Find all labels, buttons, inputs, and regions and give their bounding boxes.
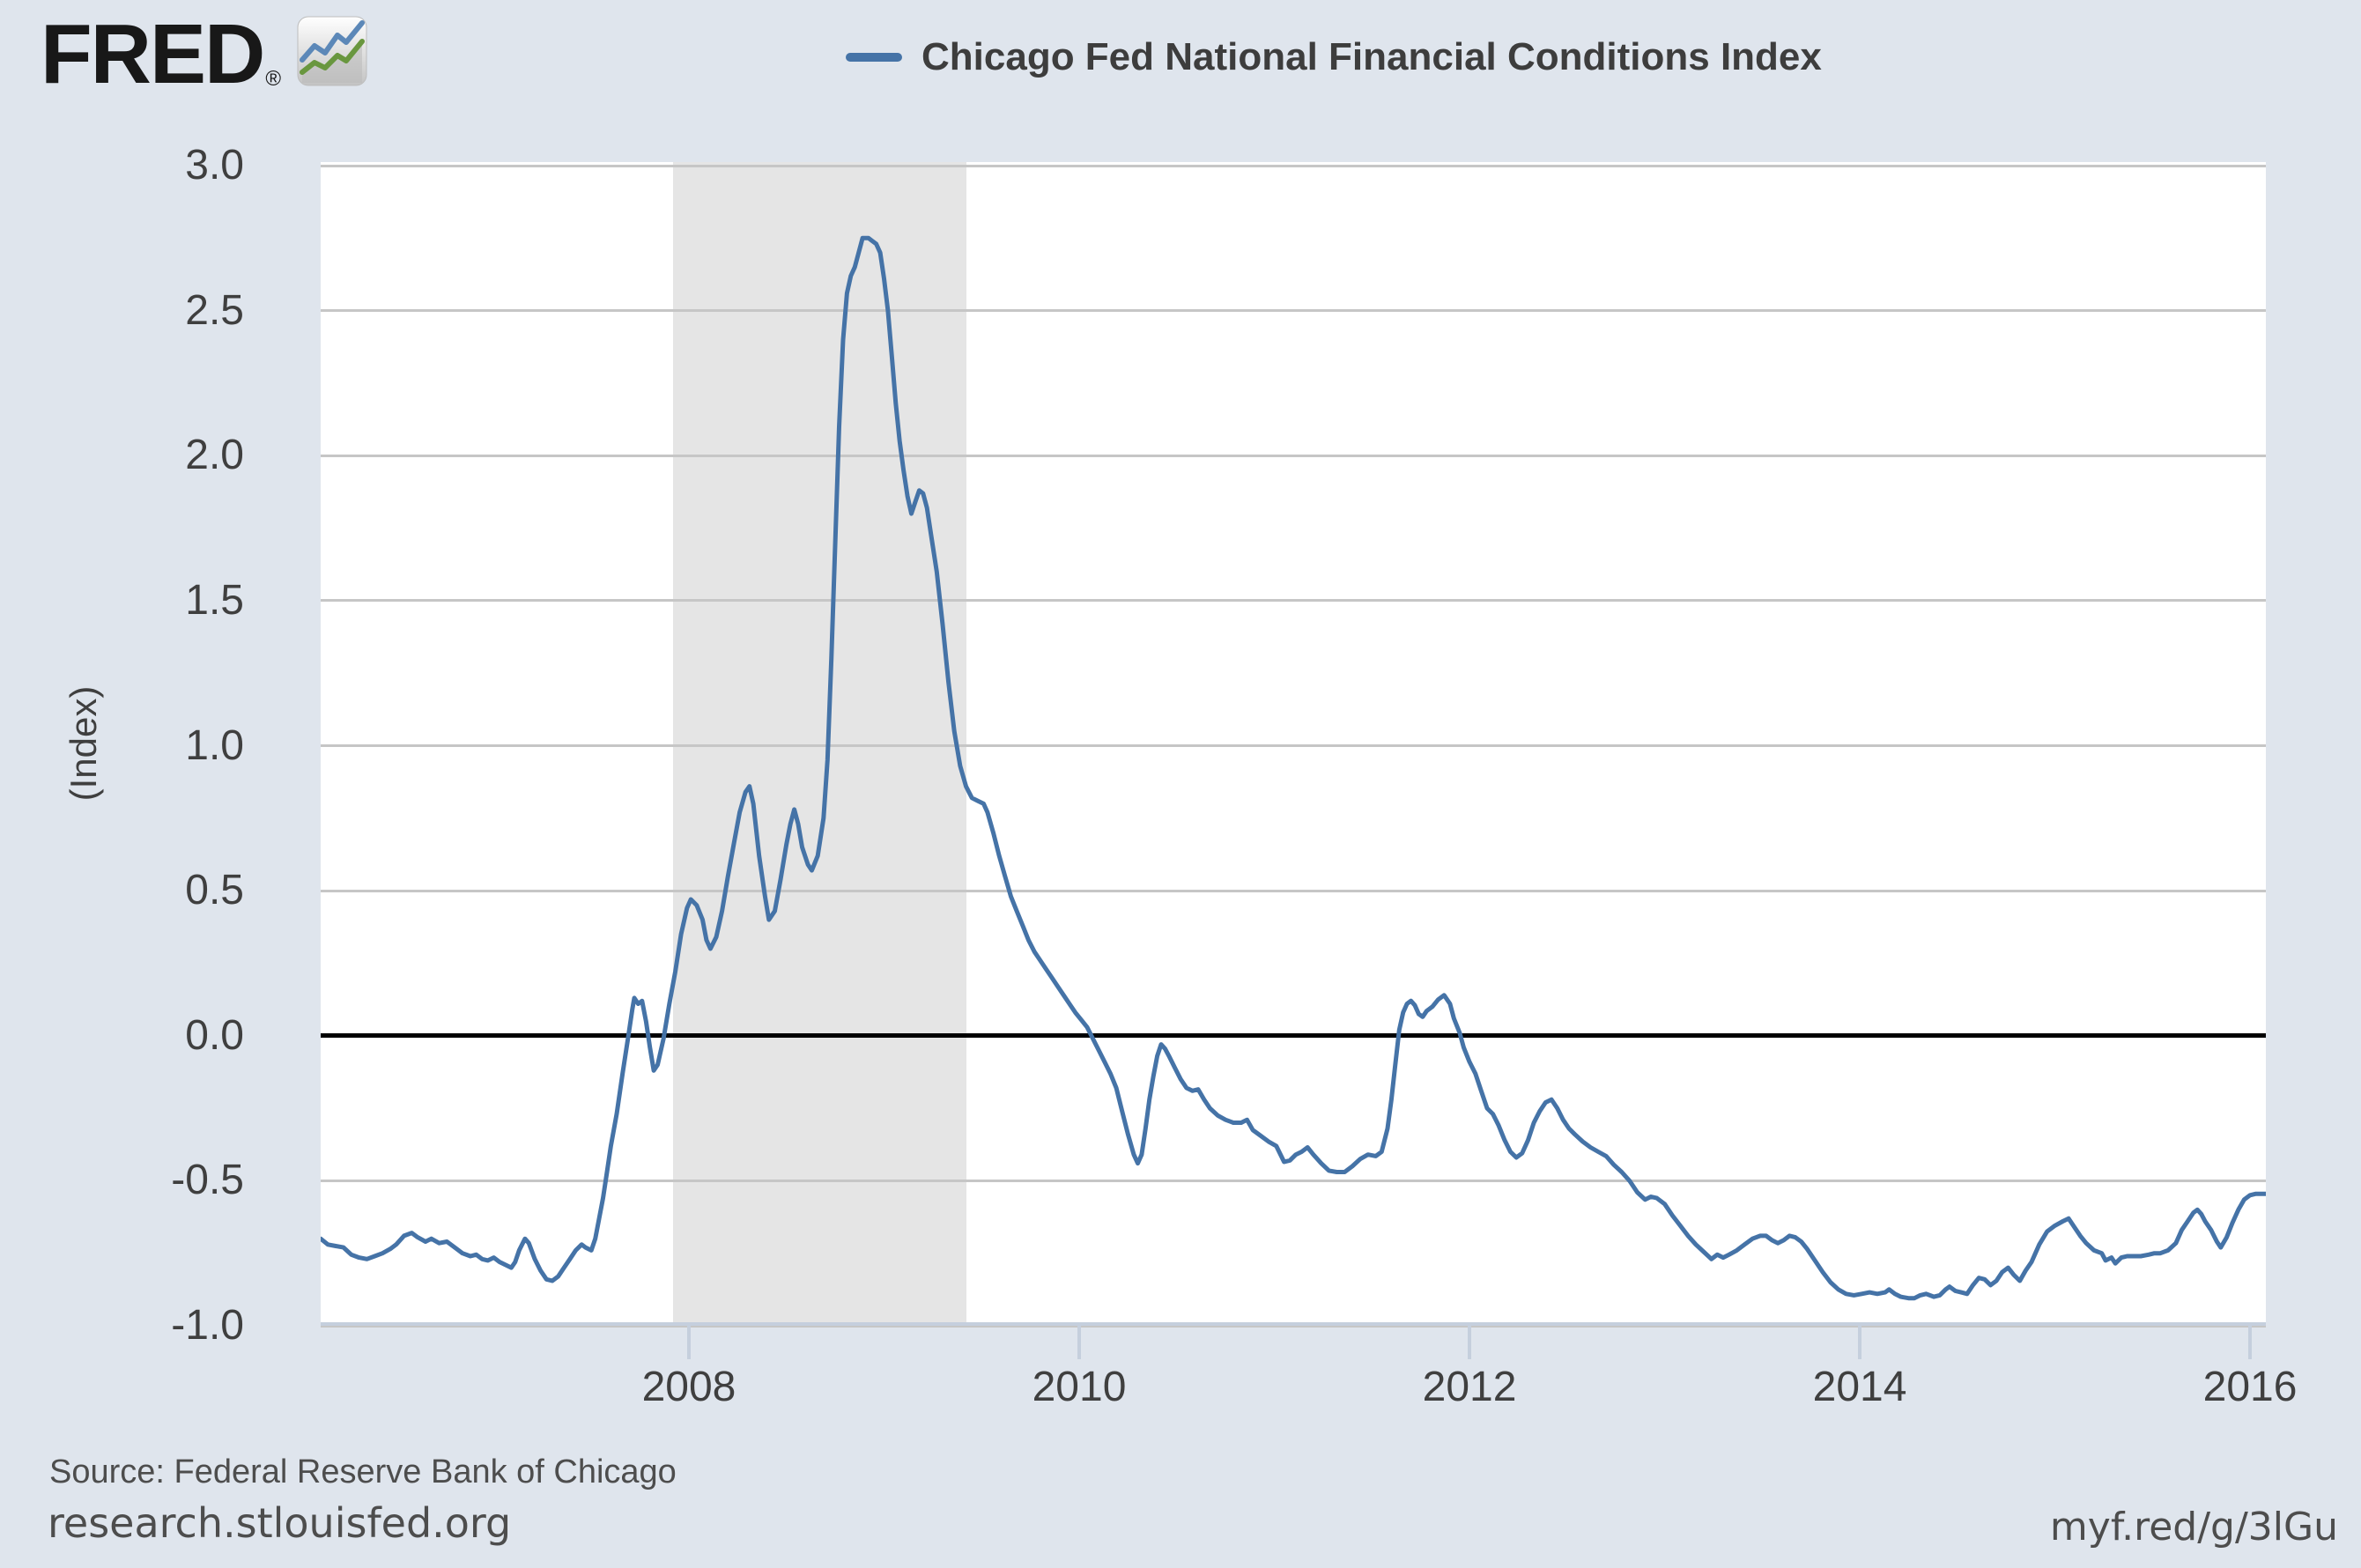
legend: Chicago Fed National Financial Condition… xyxy=(846,35,1822,79)
gridline xyxy=(321,744,2266,747)
y-tick-label: 2.0 xyxy=(185,432,244,479)
x-tick-mark xyxy=(1077,1324,1081,1359)
y-tick-label: 0.0 xyxy=(185,1011,244,1059)
x-tick-mark xyxy=(686,1324,691,1359)
x-tick-label: 2012 xyxy=(1422,1364,1517,1410)
x-tick-mark xyxy=(2248,1324,2253,1359)
x-tick-label: 2010 xyxy=(1032,1364,1127,1410)
short-url: myf.red/g/3lGu xyxy=(2049,1505,2338,1550)
x-tick-label: 2014 xyxy=(1812,1364,1907,1410)
site-link: research.stlouisfed.org xyxy=(48,1499,512,1547)
legend-label: Chicago Fed National Financial Condition… xyxy=(921,35,1822,78)
x-axis-line xyxy=(321,1322,2266,1326)
y-tick-label: -0.5 xyxy=(171,1157,244,1204)
legend-line-swatch xyxy=(846,53,902,62)
y-tick-label: 1.0 xyxy=(185,721,244,769)
fred-logo-text: FRED xyxy=(41,7,265,101)
fred-chart-icon xyxy=(297,16,367,91)
registered-trademark: ® xyxy=(265,67,282,91)
gridline xyxy=(321,309,2266,313)
gridline xyxy=(321,889,2266,892)
gridline xyxy=(321,454,2266,457)
x-tick-label: 2016 xyxy=(2202,1364,2298,1410)
y-tick-label: -1.0 xyxy=(171,1302,244,1349)
fred-logo: FRED ® xyxy=(41,12,367,97)
x-tick-mark xyxy=(1858,1324,1862,1359)
gridline xyxy=(321,1179,2266,1182)
gridline xyxy=(321,599,2266,603)
y-tick-label: 2.5 xyxy=(185,286,244,334)
y-tick-label: 3.0 xyxy=(185,142,244,189)
chart-canvas xyxy=(321,235,2266,1301)
y-tick-label: 1.5 xyxy=(185,576,244,624)
y-tick-label: 0.5 xyxy=(185,867,244,914)
plot-area xyxy=(321,162,2266,1328)
gridline xyxy=(321,1324,2266,1328)
data-line xyxy=(321,235,2266,1301)
gridline xyxy=(321,164,2266,167)
zero-line xyxy=(321,1033,2266,1039)
source-note: Source: Federal Reserve Bank of Chicago xyxy=(49,1453,677,1490)
x-tick-label: 2008 xyxy=(641,1364,736,1410)
recession-band xyxy=(673,162,966,1326)
x-tick-mark xyxy=(1468,1324,1472,1359)
